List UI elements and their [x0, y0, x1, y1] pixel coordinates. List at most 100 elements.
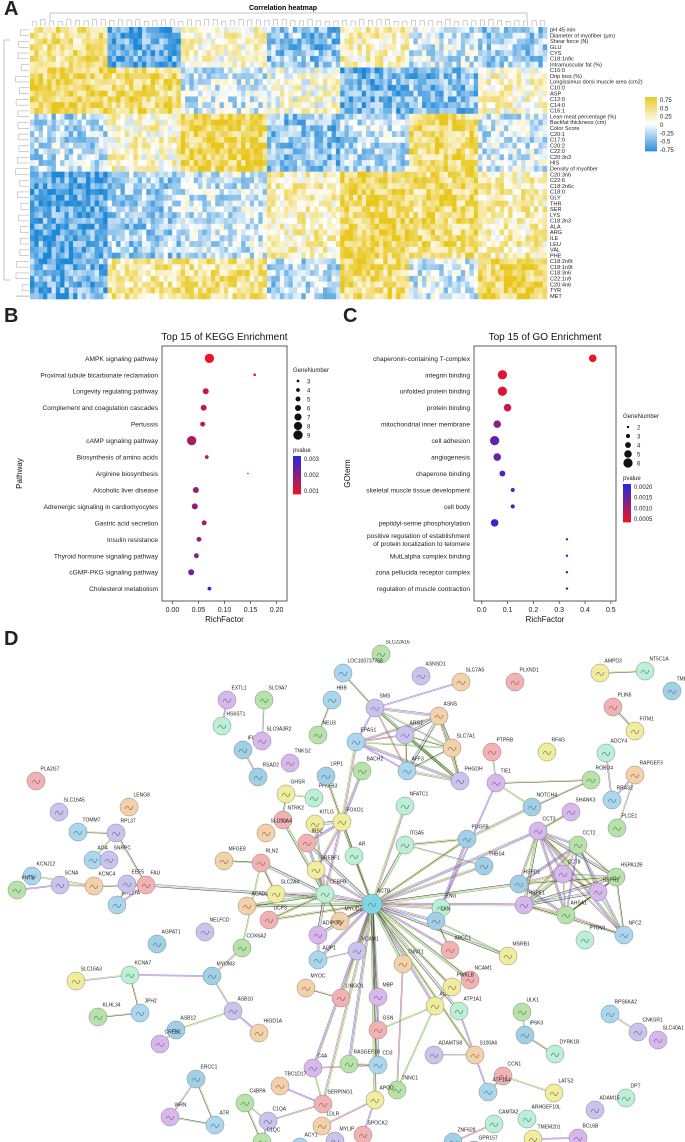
heatmap-cell: [391, 235, 397, 242]
heatmap-cell: [60, 200, 65, 207]
heatmap-cell: [129, 32, 134, 39]
heatmap-cell: [241, 102, 246, 109]
heatmap-cell: [447, 90, 453, 97]
heatmap-cell: [111, 44, 117, 51]
heatmap-cell: [219, 136, 225, 144]
heatmap-cell: [172, 32, 177, 39]
heatmap-cell: [508, 189, 513, 196]
heatmap-cell: [482, 154, 487, 161]
heatmap-cell: [478, 217, 483, 225]
heatmap-cell: [198, 229, 203, 236]
heatmap-cell: [370, 189, 375, 196]
heatmap-cell: [460, 194, 466, 201]
heatmap-cell: [202, 171, 207, 178]
heatmap-cell: [68, 189, 74, 196]
heatmap-cell: [426, 96, 431, 103]
heatmap-cell: [422, 125, 427, 132]
heatmap-cell: [482, 61, 487, 68]
heatmap-cell: [417, 148, 423, 155]
heatmap-cell: [193, 183, 199, 190]
heatmap-cell: [443, 212, 449, 219]
heatmap-cell: [357, 131, 363, 138]
heatmap-cell: [30, 142, 35, 149]
heatmap-cell: [542, 189, 548, 196]
heatmap-cell: [163, 79, 169, 86]
heatmap-cell: [120, 108, 126, 115]
heatmap-cell: [167, 79, 173, 86]
heatmap-cell: [525, 171, 531, 178]
heatmap-cell: [202, 131, 207, 138]
heatmap-cell: [64, 206, 70, 213]
dendrogram-branch: [18, 133, 29, 141]
heatmap-cell: [271, 27, 276, 34]
heatmap-cell: [525, 206, 531, 213]
heatmap-cell: [387, 246, 393, 253]
heatmap-cell: [258, 171, 263, 178]
heatmap-cell: [150, 90, 156, 97]
heatmap-cell: [210, 55, 216, 63]
heatmap-cell: [409, 217, 414, 225]
heatmap-cell: [426, 241, 431, 248]
heatmap-cell: [301, 125, 307, 132]
heatmap-cell: [236, 136, 242, 144]
heatmap-cell: [314, 131, 319, 138]
heatmap-cell: [275, 79, 281, 86]
heatmap-cell: [374, 183, 380, 190]
heatmap-cell: [193, 38, 199, 45]
heatmap-cell: [38, 246, 44, 253]
heatmap-cell: [172, 258, 177, 265]
heatmap-cell: [534, 136, 539, 144]
heatmap-cell: [426, 252, 431, 259]
heatmap-cell: [534, 119, 539, 126]
heatmap-cell: [318, 212, 324, 219]
heatmap-cell: [391, 73, 397, 80]
heatmap-cell: [353, 229, 358, 236]
heatmap-cell: [206, 171, 212, 178]
heatmap-cell: [146, 246, 151, 253]
heatmap-cell: [193, 177, 199, 184]
heatmap-cell: [322, 67, 328, 74]
heatmap-cell: [271, 32, 276, 39]
heatmap-cell: [279, 241, 285, 248]
heatmap-cell: [98, 108, 104, 115]
heatmap-cell: [318, 96, 324, 103]
heatmap-cell: [305, 165, 311, 172]
heatmap-cell: [103, 189, 108, 196]
heatmap-cell: [245, 27, 251, 34]
heatmap-cell: [503, 79, 509, 86]
heatmap-cell: [478, 223, 483, 230]
heatmap-cell: [344, 177, 350, 184]
heatmap-cell: [387, 90, 393, 97]
heatmap-cell: [120, 189, 126, 196]
heatmap-cell: [266, 177, 272, 184]
heatmap-cell: [322, 38, 328, 45]
heatmap-cell: [137, 200, 143, 207]
heatmap-cell: [447, 96, 453, 103]
heatmap-cell: [176, 189, 182, 196]
heatmap-cell: [154, 235, 160, 242]
heatmap-cell: [447, 217, 453, 225]
heatmap-cell: [146, 102, 151, 109]
heatmap-cell: [534, 241, 539, 248]
heatmap-cell: [176, 217, 182, 225]
heatmap-cell: [47, 212, 52, 219]
heatmap-cell: [129, 189, 134, 196]
heatmap-cell: [232, 235, 238, 242]
heatmap-cell: [391, 171, 397, 178]
heatmap-cell: [503, 246, 509, 253]
heatmap-cell: [310, 84, 315, 91]
heatmap-cell: [98, 246, 104, 253]
heatmap-cell: [103, 165, 108, 172]
heatmap-cell: [542, 44, 548, 51]
heatmap-cell: [245, 125, 251, 132]
heatmap-cell: [98, 252, 104, 259]
dendrogram-branch: [428, 20, 434, 26]
heatmap-cell: [73, 44, 78, 51]
heatmap-cell: [353, 154, 358, 161]
heatmap-cell: [262, 136, 268, 144]
heatmap-cell: [417, 90, 423, 97]
heatmap-cell: [383, 84, 388, 91]
heatmap-cell: [434, 258, 440, 265]
heatmap-cell: [478, 171, 483, 178]
heatmap-cell: [210, 125, 216, 132]
